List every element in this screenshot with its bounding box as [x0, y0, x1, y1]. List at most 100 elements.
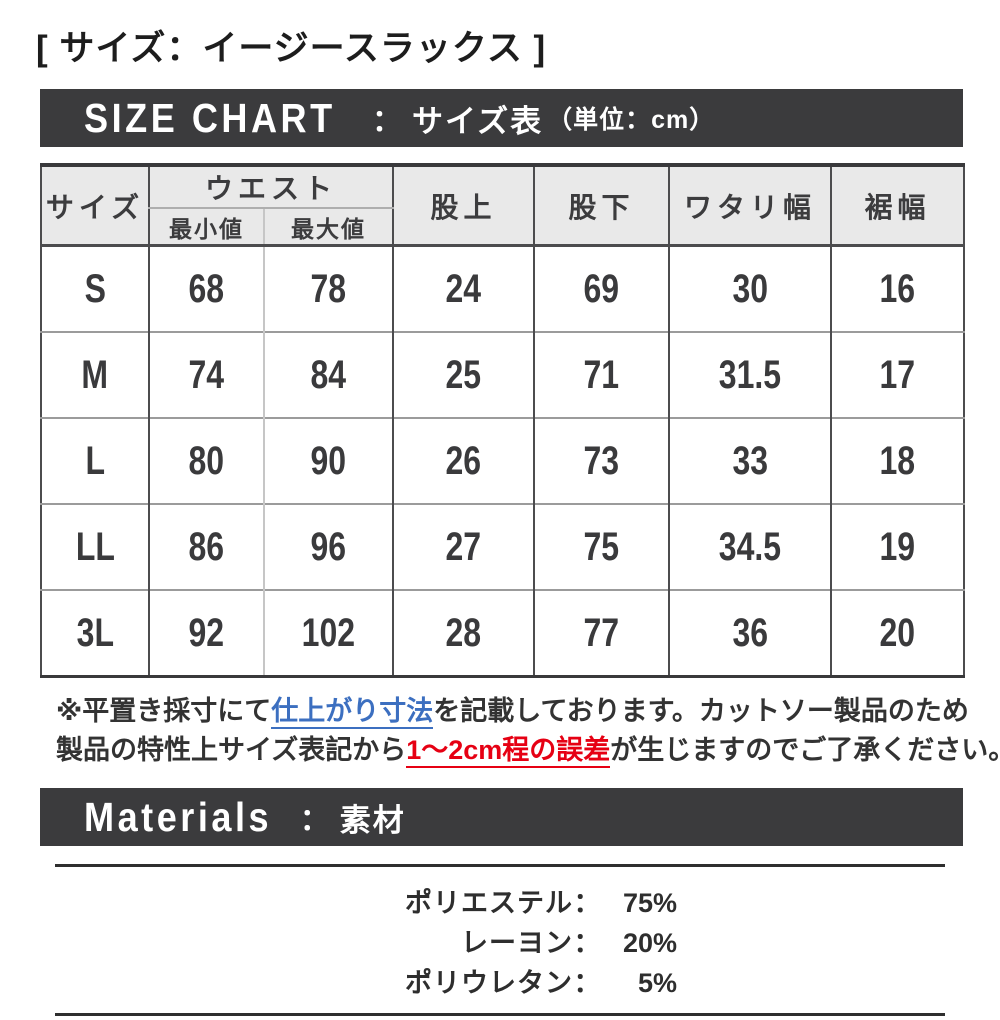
- cell-waist-min: 80: [148, 417, 264, 504]
- waist-min-value: 86: [188, 524, 225, 569]
- hem-value: 16: [879, 266, 916, 311]
- header-thigh: ワタリ幅: [668, 165, 832, 247]
- cell-inseam: 75: [533, 503, 670, 590]
- cell-waist-max: 96: [262, 503, 394, 590]
- thigh-value: 31.5: [718, 352, 782, 397]
- cell-thigh: 30: [668, 245, 832, 332]
- header-waist: ウエスト: [147, 165, 394, 209]
- table-row: S 68 78 24 69 30 16: [41, 245, 965, 332]
- cell-inseam: 77: [533, 589, 670, 677]
- cell-hem: 17: [830, 331, 965, 418]
- cell-size: LL: [41, 503, 149, 590]
- header-waist-min: 最小値: [148, 208, 264, 247]
- note-highlight-blue: 仕上がり寸法: [271, 696, 434, 729]
- hem-value: 17: [879, 352, 916, 397]
- materials-banner-ja: 素材: [339, 802, 406, 838]
- cell-waist-max: 84: [262, 331, 394, 418]
- cell-size: S: [41, 245, 149, 332]
- cell-thigh: 31.5: [668, 331, 832, 418]
- material-value: 20%: [622, 928, 677, 958]
- material-label: レーヨン: [461, 928, 573, 958]
- note-line-2: 製品の特性上サイズ表記から1〜2cm程の誤差が生じますのでご了承ください。: [56, 731, 1000, 770]
- size-value: LL: [75, 524, 115, 569]
- material-item: レーヨン ： 20%: [0, 923, 1000, 963]
- rise-value: 26: [445, 438, 482, 483]
- cell-rise: 28: [392, 589, 535, 677]
- cell-waist-min: 92: [148, 589, 264, 677]
- size-table-header: サイズ ウエスト 股上 股下 ワタリ幅 裾幅 最小値 最大値: [41, 165, 965, 247]
- table-row: 3L 92 102 28 77 36 20: [41, 589, 965, 677]
- size-value: L: [85, 438, 105, 483]
- page-title: [ サイズ：イージースラックス ]: [36, 29, 547, 68]
- materials-top-divider: [55, 864, 945, 867]
- size-chart-banner-unit: （単位：cm）: [547, 106, 716, 134]
- inseam-value: 77: [583, 610, 620, 655]
- thigh-value: 36: [732, 610, 768, 655]
- cell-waist-min: 86: [148, 503, 264, 590]
- header-inseam: 股下: [533, 165, 670, 247]
- rise-value: 27: [445, 524, 482, 569]
- size-value: 3L: [76, 610, 114, 655]
- rise-value: 24: [445, 266, 482, 311]
- hem-value: 18: [879, 438, 916, 483]
- table-row: L 80 90 26 73 33 18: [41, 417, 965, 504]
- table-row: M 74 84 25 71 31.5 17: [41, 331, 965, 418]
- material-value: 5%: [637, 968, 677, 998]
- cell-size: M: [41, 331, 149, 418]
- material-label: ポリウレタン: [405, 968, 573, 998]
- materials-banner: Materials ： 素材: [40, 788, 963, 846]
- header-rise: 股上: [392, 165, 535, 247]
- waist-max-value: 84: [310, 352, 347, 397]
- cell-rise: 25: [392, 331, 535, 418]
- cell-rise: 26: [392, 417, 535, 504]
- cell-waist-max: 102: [262, 589, 394, 677]
- cell-size: L: [41, 417, 149, 504]
- measurement-note: ※平置き採寸にて仕上がり寸法を記載しております。カットソー製品のため 製品の特性…: [56, 692, 1000, 770]
- hem-value: 19: [879, 524, 916, 569]
- cell-hem: 19: [830, 503, 965, 590]
- cell-inseam: 69: [533, 245, 670, 332]
- cell-inseam: 73: [533, 417, 670, 504]
- size-chart-banner-separator: ：: [372, 105, 402, 138]
- inseam-value: 73: [583, 438, 620, 483]
- rise-value: 25: [445, 352, 482, 397]
- material-label: ポリエステル: [405, 888, 573, 918]
- cell-waist-min: 74: [148, 331, 264, 418]
- cell-hem: 20: [830, 589, 965, 677]
- thigh-value: 30: [732, 266, 768, 311]
- inseam-value: 69: [583, 266, 620, 311]
- thigh-value: 33: [732, 438, 768, 483]
- cell-thigh: 36: [668, 589, 832, 677]
- waist-min-value: 74: [188, 352, 225, 397]
- waist-min-value: 68: [188, 266, 225, 311]
- inseam-value: 71: [583, 352, 620, 397]
- materials-bottom-divider: [55, 1013, 945, 1016]
- table-row: LL 86 96 27 75 34.5 19: [41, 503, 965, 590]
- size-table: サイズ ウエスト 股上 股下 ワタリ幅 裾幅 最小値 最大値 S 68 78 2…: [40, 163, 966, 678]
- note-line-1: ※平置き採寸にて仕上がり寸法を記載しております。カットソー製品のため: [56, 692, 1000, 731]
- cell-inseam: 71: [533, 331, 670, 418]
- material-item: ポリウレタン ： 5%: [0, 963, 1000, 1003]
- cell-waist-min: 68: [148, 245, 264, 332]
- cell-rise: 27: [392, 503, 535, 590]
- cell-thigh: 34.5: [668, 503, 832, 590]
- material-colon: ：: [573, 888, 601, 918]
- note-text: を記載しております。カットソー製品のため: [433, 696, 969, 726]
- header-waist-max: 最大値: [262, 208, 394, 247]
- size-value: M: [81, 352, 109, 397]
- waist-max-value: 78: [310, 266, 347, 311]
- note-text: 製品の特性上サイズ表記から: [56, 735, 407, 765]
- waist-max-value: 102: [301, 610, 356, 655]
- size-chart-banner-ja: サイズ表: [412, 103, 544, 139]
- material-colon: ：: [573, 928, 601, 958]
- materials-banner-en: Materials: [84, 793, 273, 840]
- header-size: サイズ: [41, 165, 149, 247]
- waist-max-value: 96: [310, 524, 347, 569]
- size-chart-banner: SIZE CHART ： サイズ表 （単位：cm）: [40, 89, 963, 147]
- cell-thigh: 33: [668, 417, 832, 504]
- material-colon: ：: [573, 968, 601, 998]
- note-text: が生じますのでご了承ください。: [610, 735, 1000, 765]
- waist-min-value: 92: [188, 610, 225, 655]
- cell-rise: 24: [392, 245, 535, 332]
- note-highlight-red: 1〜2cm程の誤差: [406, 735, 611, 768]
